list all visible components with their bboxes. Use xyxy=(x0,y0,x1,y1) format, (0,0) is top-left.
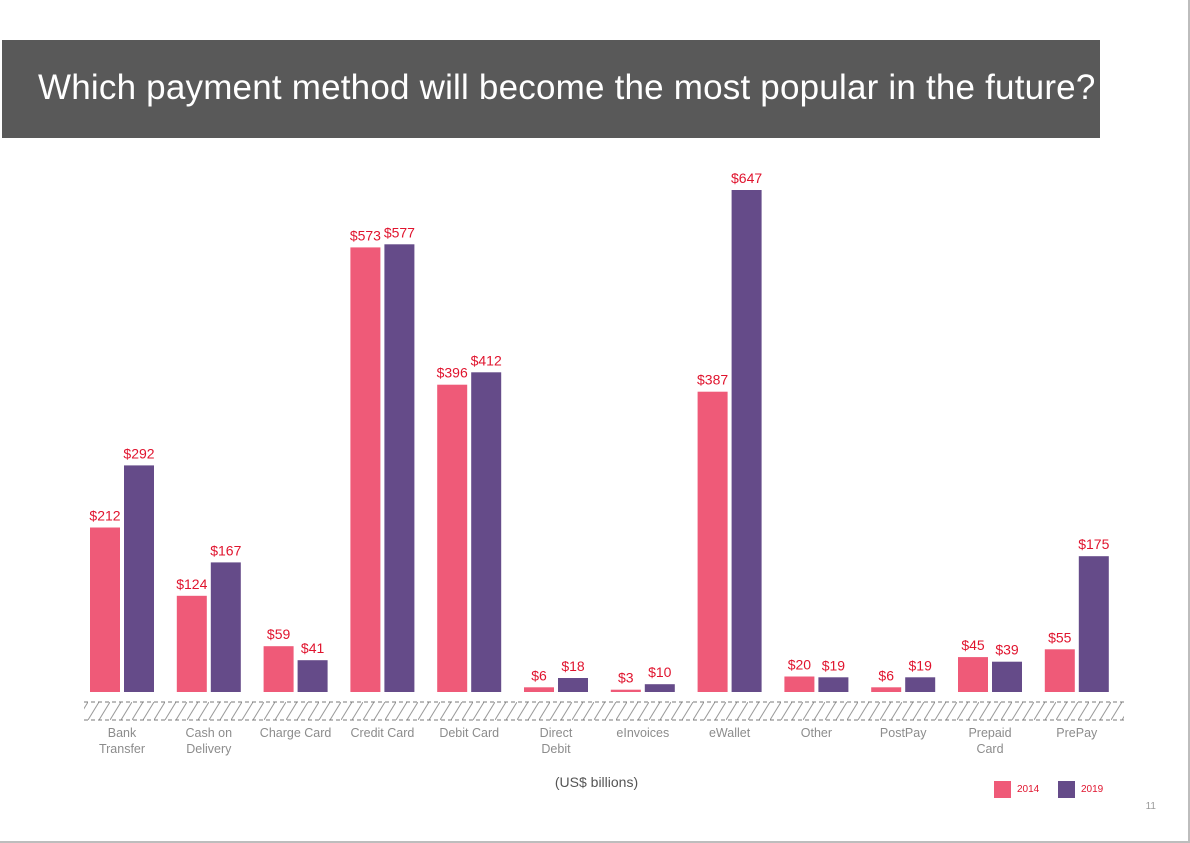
value-label-2019-6: $10 xyxy=(648,664,672,680)
value-label-2019-5: $18 xyxy=(561,658,585,674)
legend-item-2019: 2019 xyxy=(1058,781,1103,798)
bars-layer xyxy=(90,190,1109,693)
bar-2019-10 xyxy=(992,661,1022,692)
category-label-5: Direct Debit xyxy=(540,726,573,756)
value-label-2014-5: $6 xyxy=(531,667,547,683)
legend-label-2019: 2019 xyxy=(1081,784,1104,795)
bar-2014-2 xyxy=(263,646,294,692)
bar-2014-5 xyxy=(524,687,554,692)
category-label-1: Cash on Delivery xyxy=(186,726,233,756)
bar-2014-11 xyxy=(1044,649,1075,692)
category-label-9: PostPay xyxy=(880,726,927,740)
value-label-2019-0: $292 xyxy=(123,445,154,461)
value-label-2014-7: $387 xyxy=(697,372,728,388)
value-label-2019-1: $167 xyxy=(210,542,241,558)
category-label-0: Bank Transfer xyxy=(99,726,145,756)
value-label-2014-3: $573 xyxy=(350,227,381,243)
bar-2019-6 xyxy=(644,684,675,692)
value-label-2014-9: $6 xyxy=(878,667,894,683)
legend-swatch-2019 xyxy=(1058,781,1075,798)
value-label-2019-11: $175 xyxy=(1078,536,1109,552)
bar-2014-6 xyxy=(610,689,641,692)
bar-2019-4 xyxy=(471,372,502,692)
category-label-8: Other xyxy=(801,726,832,740)
category-labels-layer: Bank Transfer Cash on Delivery Charge Card Cr… xyxy=(99,726,1098,756)
value-labels-layer: $212 $292 $124 $167 $59 $41 $573 $577 $396$412 $6… xyxy=(89,170,1109,686)
legend-item-2014: 2014 xyxy=(994,781,1039,798)
category-label-4: Debit Card xyxy=(439,726,499,740)
value-label-2019-3: $577 xyxy=(384,224,415,240)
bar-2014-1 xyxy=(176,595,207,692)
bar-2014-8 xyxy=(784,676,815,692)
bar-2014-4 xyxy=(437,384,468,692)
bar-2014-3 xyxy=(350,247,381,692)
x-axis-hatch-band xyxy=(84,702,1124,720)
category-label-2: Charge Card xyxy=(260,726,332,740)
bar-2019-7 xyxy=(731,190,762,692)
bar-2019-0 xyxy=(124,465,154,692)
value-label-2019-2: $41 xyxy=(301,640,325,656)
value-label-2014-0: $212 xyxy=(89,508,120,524)
value-label-2014-11: $55 xyxy=(1048,629,1072,645)
bar-2019-9 xyxy=(905,677,936,692)
category-label-10: Prepaid Card xyxy=(968,726,1011,756)
bar-2019-1 xyxy=(210,562,241,692)
bar-2014-7 xyxy=(697,391,728,692)
bar-2019-2 xyxy=(297,660,328,692)
value-label-2014-2: $59 xyxy=(267,626,291,642)
slide-title: Which payment method will become the mos… xyxy=(38,68,1096,107)
bar-2019-3 xyxy=(384,244,415,693)
legend-swatch-2014 xyxy=(994,781,1011,798)
bar-2019-11 xyxy=(1078,556,1109,692)
category-label-11: PrePay xyxy=(1056,726,1098,740)
value-label-2014-4: $396 xyxy=(437,365,468,381)
unit-label: (US$ billions) xyxy=(554,774,639,790)
value-label-2019-10: $39 xyxy=(995,642,1019,658)
category-label-7: eWallet xyxy=(709,726,751,740)
value-label-2019-4: $412 xyxy=(471,352,502,368)
bar-2014-10 xyxy=(958,657,988,692)
bar-2014-9 xyxy=(871,687,902,692)
value-label-2019-8: $19 xyxy=(822,657,846,673)
legend-label-2014: 2014 xyxy=(1017,784,1040,795)
bar-2014-0 xyxy=(90,527,120,692)
bar-2019-5 xyxy=(558,678,588,692)
value-label-2014-8: $20 xyxy=(788,657,812,673)
value-label-2014-10: $45 xyxy=(961,637,985,653)
value-label-2019-7: $647 xyxy=(731,170,762,186)
category-label-3: Credit Card xyxy=(350,726,414,740)
bar-2019-8 xyxy=(818,677,849,692)
value-label-2019-9: $19 xyxy=(909,657,933,673)
value-label-2014-1: $124 xyxy=(176,576,207,592)
page-number: 11 xyxy=(1145,801,1156,812)
title-bar: Which payment method will become the mos… xyxy=(2,40,1100,138)
value-label-2014-6: $3 xyxy=(618,670,634,686)
category-label-6: eInvoices xyxy=(616,726,669,740)
